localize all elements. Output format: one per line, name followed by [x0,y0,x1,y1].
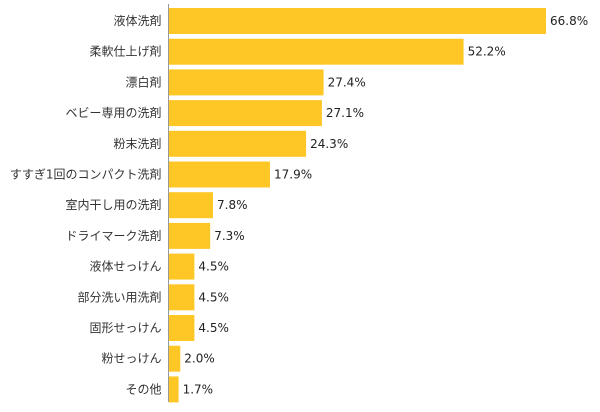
value-label: 27.4% [328,75,366,89]
value-label: 1.7% [183,382,214,396]
value-label: 7.3% [214,229,245,243]
category-label: すすぎ1回のコンパクト洗剤 [10,167,162,182]
category-label: 液体洗剤 [113,13,161,28]
value-label: 27.1% [326,106,364,120]
category-label: ドライマーク洗剤 [65,228,161,243]
value-label: 24.3% [310,137,348,151]
bar [169,345,181,372]
bars-group [169,8,546,403]
category-label: 漂白剤 [125,74,161,89]
category-label: その他 [125,382,161,396]
bar [169,161,270,188]
value-label: 17.9% [274,168,312,182]
category-label: ベビー専用の洗剤 [65,105,161,120]
value-label: 4.5% [198,321,229,335]
bar [169,222,211,249]
category-label: 固形せっけん [89,321,161,335]
value-label: 2.0% [184,352,215,366]
bar [169,8,546,34]
category-label: 液体せっけん [89,259,161,274]
category-label: 室内干し用の洗剤 [65,197,161,212]
bar [169,69,324,96]
bar [169,192,213,219]
value-label: 4.5% [198,290,229,304]
bar [169,100,322,127]
bar [169,284,195,311]
category-labels: 液体洗剤柔軟仕上げ剤漂白剤ベビー専用の洗剤粉末洗剤すすぎ1回のコンパクト洗剤室内… [10,13,162,396]
bar [169,376,179,403]
bar [169,38,464,65]
value-label: 52.2% [468,45,506,59]
bar [169,315,195,341]
value-label: 66.8% [550,14,588,28]
value-labels: 66.8% 52.2% 27.4% 27.1% 24.3% 17.9% 7.8% 7.3% 4.… [183,14,589,396]
category-label: 柔軟仕上げ剤 [89,44,161,59]
bar [169,253,195,280]
value-label: 4.5% [198,260,229,274]
category-label: 部分洗い用洗剤 [77,289,161,304]
category-label: 粉末洗剤 [113,136,161,151]
category-label: 粉せっけん [101,352,161,366]
bar [169,130,307,157]
value-label: 7.8% [217,198,248,212]
